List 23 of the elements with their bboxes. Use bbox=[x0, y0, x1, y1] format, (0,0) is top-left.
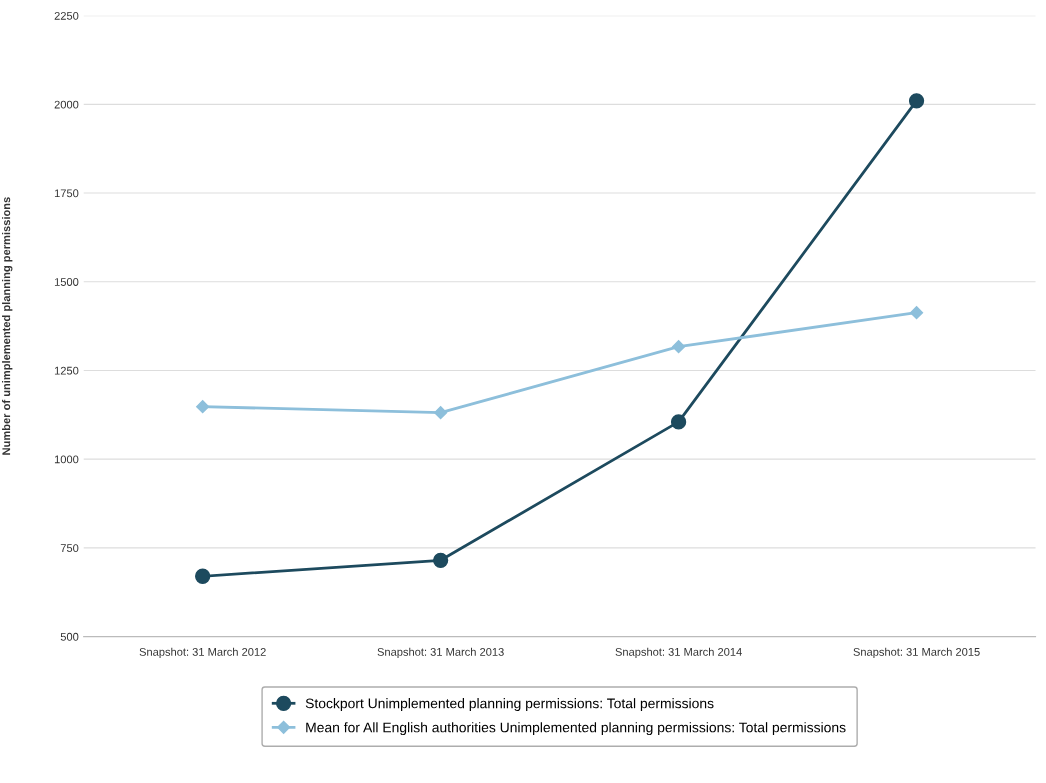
x-tick-label: Snapshot: 31 March 2013 bbox=[377, 647, 504, 659]
y-tick-label: 2250 bbox=[54, 11, 79, 20]
point bbox=[432, 552, 449, 568]
x-tick-label: Snapshot: 31 March 2015 bbox=[853, 647, 980, 659]
point bbox=[909, 306, 924, 320]
y-axis-title: Number of unimplemented planning permissions bbox=[2, 197, 13, 455]
x-tick-label: Snapshot: 31 March 2014 bbox=[615, 647, 742, 659]
x-tick-label: Snapshot: 31 March 2012 bbox=[139, 647, 266, 659]
y-tick-label: 750 bbox=[60, 544, 79, 553]
point bbox=[672, 340, 686, 354]
y-tick-label: 1000 bbox=[54, 455, 79, 464]
point bbox=[196, 400, 210, 414]
point bbox=[908, 93, 925, 109]
y-tick-label: 1750 bbox=[54, 189, 79, 198]
point bbox=[670, 414, 687, 430]
point bbox=[434, 406, 448, 420]
legend-label: Mean for All English authorities Unimplemented planning permissions: Total permissions bbox=[306, 722, 846, 736]
y-tick-label: 1250 bbox=[54, 366, 79, 375]
y-tick-label: 2000 bbox=[54, 100, 79, 109]
y-tick-label: 500 bbox=[60, 632, 79, 641]
point bbox=[195, 568, 211, 584]
legend-label: Stockport Unimplemented planning permissions: Total permissions bbox=[305, 698, 714, 712]
y-tick-label: 1500 bbox=[54, 278, 79, 286]
